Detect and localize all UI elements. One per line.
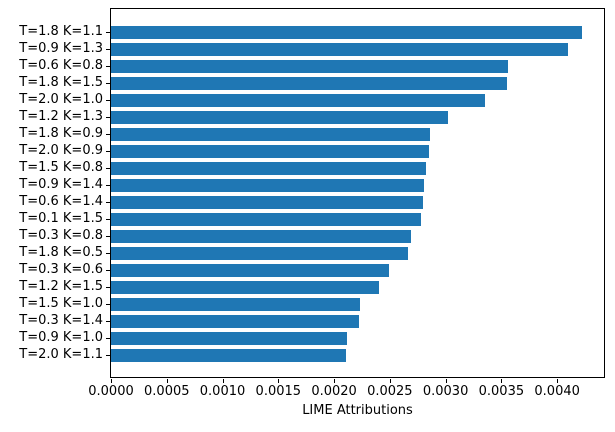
x-tick-label: 0.0040 xyxy=(534,384,580,399)
bar xyxy=(111,196,424,209)
bar xyxy=(111,43,569,56)
y-tick-mark xyxy=(106,218,110,220)
x-tick-mark xyxy=(334,379,336,383)
bar xyxy=(111,349,347,362)
y-axis-label: T=1.8 K=1.1 xyxy=(19,24,103,39)
bar xyxy=(111,298,360,311)
y-axis-label: T=1.8 K=0.5 xyxy=(19,245,103,260)
y-tick-mark xyxy=(106,354,110,356)
x-tick-label: 0.0020 xyxy=(311,384,357,399)
bar xyxy=(111,264,389,277)
y-tick-mark xyxy=(106,99,110,101)
bar xyxy=(111,213,422,226)
y-tick-mark xyxy=(106,303,110,305)
y-tick-mark xyxy=(106,286,110,288)
x-tick-label: 0.0025 xyxy=(367,384,413,399)
y-tick-mark xyxy=(106,31,110,33)
x-tick-mark xyxy=(278,379,280,383)
bar xyxy=(111,247,408,260)
x-tick-label: 0.0030 xyxy=(422,384,469,399)
y-axis-label: T=0.6 K=0.8 xyxy=(19,58,103,73)
x-axis-title: LIME Attributions xyxy=(302,403,413,418)
x-tick-mark xyxy=(222,379,224,383)
y-axis-label: T=0.6 K=1.4 xyxy=(19,194,103,209)
y-axis-label: T=0.9 K=1.0 xyxy=(19,330,103,345)
y-axis-label: T=1.8 K=1.5 xyxy=(19,75,103,90)
x-tick-label: 0.0035 xyxy=(478,384,525,399)
y-axis-label: T=2.0 K=1.0 xyxy=(19,92,103,107)
bar xyxy=(111,332,348,345)
plot-area xyxy=(110,8,605,378)
y-tick-mark xyxy=(106,133,110,135)
y-tick-mark xyxy=(106,167,110,169)
y-axis-label: T=2.0 K=0.9 xyxy=(19,143,103,158)
y-axis-label: T=0.1 K=1.5 xyxy=(19,211,103,226)
bar xyxy=(111,94,485,107)
y-axis-label: T=1.2 K=1.5 xyxy=(19,279,103,294)
y-tick-mark xyxy=(106,235,110,237)
y-axis-label: T=1.5 K=0.8 xyxy=(19,160,103,175)
y-tick-mark xyxy=(106,48,110,50)
y-axis-label: T=0.9 K=1.3 xyxy=(19,41,103,56)
bar xyxy=(111,281,379,294)
y-axis-label: T=1.8 K=0.9 xyxy=(19,126,103,141)
y-axis-label: T=0.3 K=0.6 xyxy=(19,262,103,277)
bar xyxy=(111,230,412,243)
y-tick-mark xyxy=(106,116,110,118)
y-axis-label: T=0.3 K=0.8 xyxy=(19,228,103,243)
y-axis-label: T=1.5 K=1.0 xyxy=(19,296,103,311)
x-tick-mark xyxy=(166,379,168,383)
bar xyxy=(111,77,507,90)
y-tick-mark xyxy=(106,65,110,67)
bar xyxy=(111,145,429,158)
bar xyxy=(111,162,426,175)
x-tick-label: 0.0010 xyxy=(199,384,246,399)
y-tick-mark xyxy=(106,184,110,186)
x-tick-mark xyxy=(389,379,391,383)
x-tick-mark xyxy=(111,379,112,383)
bar xyxy=(111,315,359,328)
y-tick-mark xyxy=(106,337,110,339)
x-tick-label: 0.0015 xyxy=(255,384,302,399)
y-tick-mark xyxy=(106,82,110,84)
y-axis-label: T=2.0 K=1.1 xyxy=(19,347,103,362)
y-tick-mark xyxy=(106,150,110,152)
bar xyxy=(111,179,425,192)
y-axis-label: T=0.9 K=1.4 xyxy=(19,177,103,192)
x-tick-mark xyxy=(445,379,447,383)
x-tick-label: 0.0000 xyxy=(88,384,134,399)
y-axis-label: T=0.3 K=1.4 xyxy=(19,313,103,328)
bar xyxy=(111,60,509,73)
bar xyxy=(111,26,582,39)
bar xyxy=(111,111,448,124)
y-tick-mark xyxy=(106,252,110,254)
y-tick-mark xyxy=(106,320,110,322)
x-tick-mark xyxy=(501,379,503,383)
x-tick-mark xyxy=(557,379,559,383)
y-tick-mark xyxy=(106,201,110,203)
x-tick-label: 0.0005 xyxy=(144,384,190,399)
y-tick-mark xyxy=(106,269,110,271)
y-axis-label: T=1.2 K=1.3 xyxy=(19,109,103,124)
bar xyxy=(111,128,430,141)
